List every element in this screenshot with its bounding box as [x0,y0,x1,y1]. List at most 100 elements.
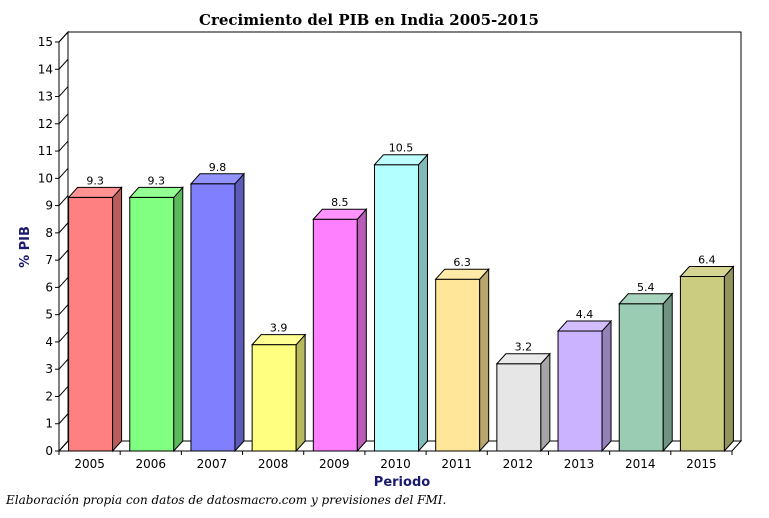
bar-top [556,320,613,332]
bar-side [662,292,673,453]
x-tick-label-2005: 2005 [74,457,105,471]
y-tick-label: 8 [45,226,53,240]
bar-top [618,293,674,305]
bar-side [234,172,245,453]
y-tick-label: 0 [45,444,53,458]
x-axis-title: Periodo [374,475,430,490]
data-label-2013: 4.4 [576,308,594,321]
x-tick-label-2014: 2014 [625,457,656,471]
data-label-2014: 5.4 [637,281,655,294]
bar-top [251,334,307,346]
y-tick-label: 13 [38,90,53,104]
bar-front [618,303,664,452]
x-tick-label-2015: 2015 [686,457,717,471]
source-caption: Elaboración propia con datos de datosmac… [6,493,447,507]
bar-top [679,265,735,277]
x-tick-label-2011: 2011 [441,457,472,471]
y-tick-label: 3 [45,362,53,376]
bar-2005: 9.3 [67,174,123,453]
x-tick-label-2012: 2012 [503,457,534,471]
y-tick-diagonal [58,304,69,316]
bar-top [67,186,123,198]
bar-front [435,278,481,452]
data-label-2007: 9.8 [209,161,227,174]
y-axis-title: % PIB [18,226,33,268]
y-tick-diagonal [58,331,69,343]
bar-top [373,154,429,166]
bar-top [495,353,551,365]
bar-2009: 8.5 [312,196,368,453]
bar-front [312,218,358,452]
bar-2013: 4.4 [556,308,613,453]
y-tick-diagonal [58,86,69,97]
x-tick-label-2009: 2009 [319,457,350,471]
bar-front [557,330,603,452]
bar-front [68,196,114,452]
bar-side [540,352,551,453]
y-tick-label: 6 [45,280,53,294]
y-tick-diagonal [58,413,69,425]
y-tick-label: 5 [45,308,53,322]
y-tick-label: 4 [45,335,53,349]
y-tick-diagonal [58,140,69,152]
bar-top [312,208,368,220]
bar-side [723,265,734,453]
bar-2007: 9.8 [189,161,246,453]
x-tick-label-2008: 2008 [258,457,289,471]
x-tick-label-2010: 2010 [380,457,411,471]
chart-title: Crecimiento del PIB en India 2005-2015 [199,11,539,29]
y-tick-label: 9 [45,199,53,213]
bars: 9.3 9.3 9.8 3.9 8.5 10.5 6.3 3.2 4.4 5.4 6.4 [67,142,735,453]
bar-2012: 3.2 [495,341,551,453]
bar-front [496,363,542,452]
y-tick-label: 7 [45,253,53,267]
y-tick-label: 15 [38,35,53,49]
bar-top [189,173,246,185]
y-tick-label: 10 [38,171,53,185]
data-label-2012: 3.2 [515,341,533,354]
y-tick-diagonal [58,358,69,370]
bar-side [479,267,490,453]
bar-front [251,344,297,452]
y-tick-diagonal [58,440,69,452]
y-tick-label: 2 [45,389,53,403]
x-axis: 2005 2006 2007 2008 2009 2010 2011 2012 2013 2014… [58,450,733,471]
bar-top [128,186,184,198]
data-label-2010: 10.5 [389,142,414,155]
bar-side [173,186,184,453]
y-tick-label: 1 [45,417,53,431]
y-tick-label: 14 [38,62,53,76]
y-tick-diagonal [58,386,69,397]
bar-front [129,196,175,452]
y-tick-diagonal [58,249,69,261]
data-label-2005: 9.3 [86,174,104,187]
bar-side [601,319,612,453]
data-label-2015: 6.4 [698,253,716,266]
bar-2011: 6.3 [434,256,490,453]
y-tick-diagonal [58,222,69,234]
bar-front [374,164,419,452]
data-label-2006: 9.3 [148,174,166,187]
bar-2006: 9.3 [128,174,184,453]
x-tick-label-2013: 2013 [564,457,595,471]
bar-side [356,207,367,453]
bar-side [418,153,428,453]
y-tick-diagonal [58,195,69,206]
x-tick-label-2006: 2006 [135,457,166,471]
bar-2010: 10.5 [373,142,429,453]
bar-side [112,186,123,453]
bar-front [679,275,725,452]
bar-side [295,333,306,453]
bar-2015: 6.4 [679,253,735,453]
bar-2014: 5.4 [618,281,674,453]
y-tick-diagonal [58,167,69,179]
y-tick-label: 12 [38,117,53,131]
y-tick-diagonal [58,31,69,43]
data-label-2011: 6.3 [453,256,471,269]
y-tick-label: 11 [38,144,53,158]
bar-front [190,183,236,452]
data-label-2008: 3.9 [270,322,288,335]
x-tick-label-2007: 2007 [197,457,228,471]
